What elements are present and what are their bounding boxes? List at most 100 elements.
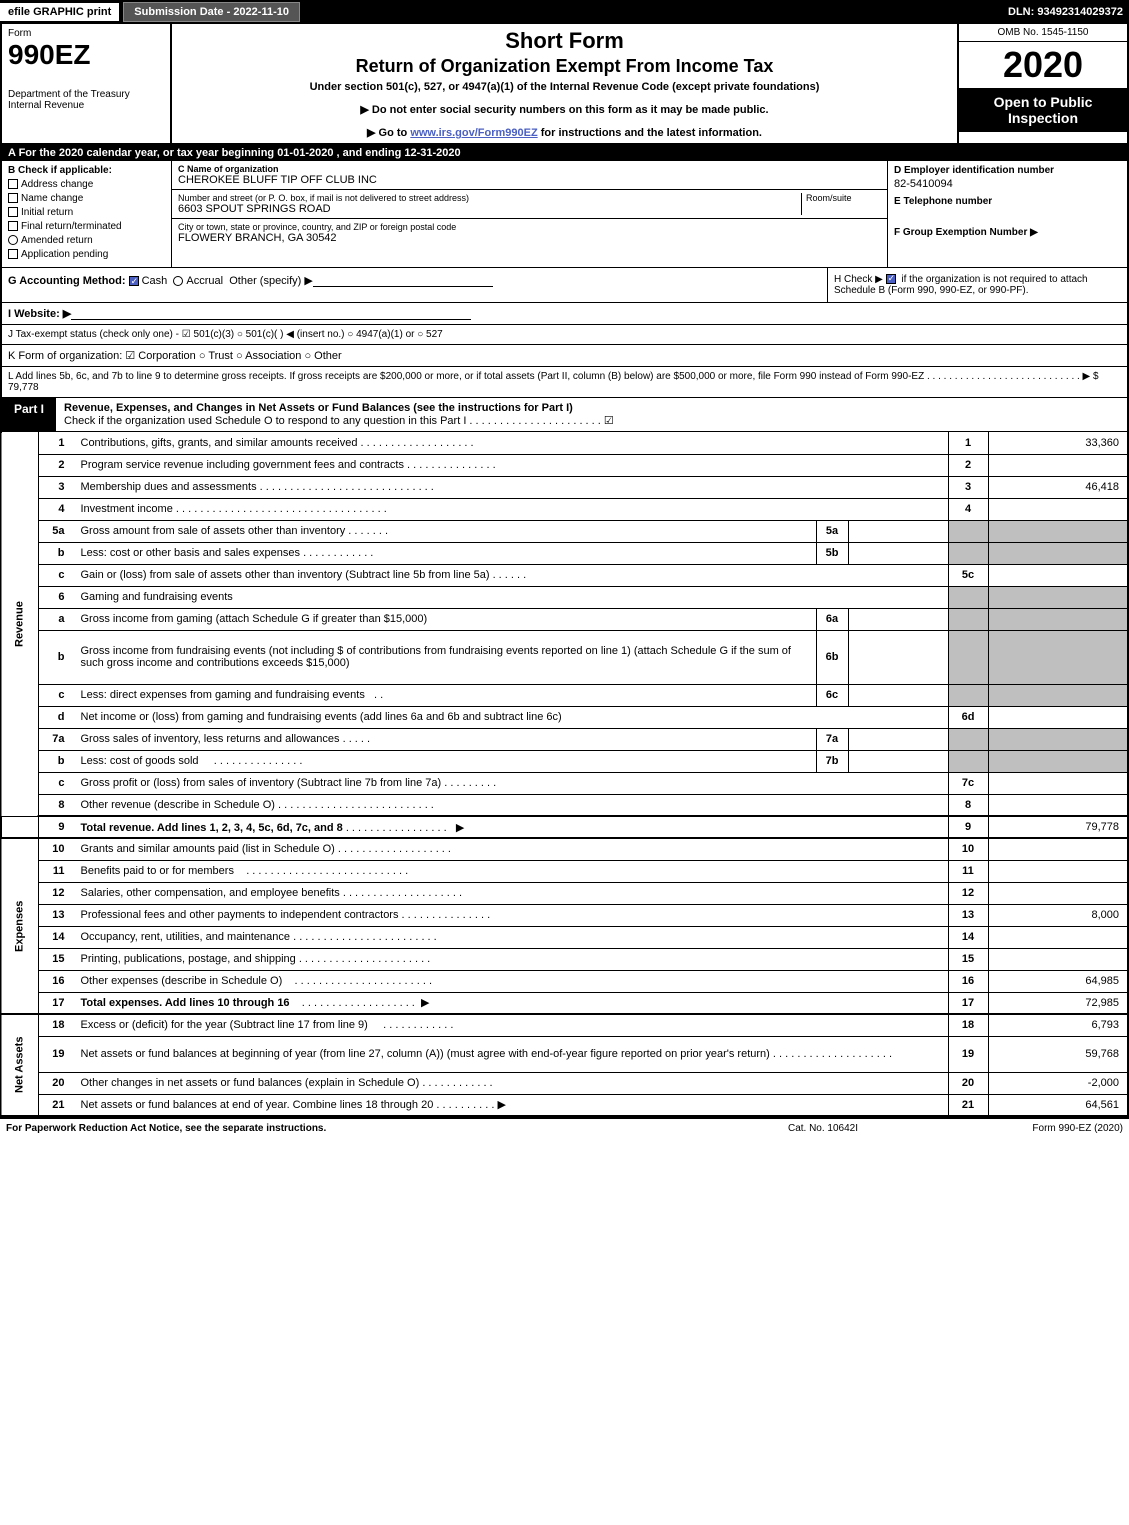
netassets-label: Net Assets: [1, 1014, 39, 1116]
section-b-c-d: B Check if applicable: Address change Na…: [0, 161, 1129, 268]
part-1-tab: Part I: [2, 398, 56, 431]
table-row: Net Assets 18 Excess or (deficit) for th…: [1, 1014, 1128, 1036]
omb-number: OMB No. 1545-1150: [959, 24, 1127, 42]
part-1-title: Revenue, Expenses, and Changes in Net As…: [56, 398, 1127, 431]
department-label: Department of the Treasury Internal Reve…: [8, 89, 164, 111]
top-bar: efile GRAPHIC print Submission Date - 20…: [0, 0, 1129, 24]
table-row: 9 Total revenue. Add lines 1, 2, 3, 4, 5…: [1, 816, 1128, 838]
checkbox-initial-return[interactable]: Initial return: [8, 207, 165, 218]
table-row: 11 Benefits paid to or for members . . .…: [1, 860, 1128, 882]
form-header: Form 990EZ Department of the Treasury In…: [0, 24, 1129, 145]
form-label: Form: [8, 28, 164, 39]
line-a: A For the 2020 calendar year, or tax yea…: [0, 145, 1129, 161]
line-k: K Form of organization: ☑ Corporation ○ …: [0, 345, 1129, 367]
instruction-2: ▶ Go to www.irs.gov/Form990EZ for instru…: [180, 126, 949, 139]
line-g: G Accounting Method: Cash Accrual Other …: [2, 268, 827, 302]
line-j: J Tax-exempt status (check only one) - ☑…: [0, 325, 1129, 345]
table-row: 6 Gaming and fundraising events: [1, 586, 1128, 608]
table-row: 16 Other expenses (describe in Schedule …: [1, 970, 1128, 992]
table-row: c Less: direct expenses from gaming and …: [1, 684, 1128, 706]
website-input[interactable]: [71, 308, 471, 320]
line-h: H Check ▶ if the organization is not req…: [827, 268, 1127, 302]
subtitle: Under section 501(c), 527, or 4947(a)(1)…: [180, 81, 949, 93]
footer-mid: Cat. No. 10642I: [723, 1123, 923, 1134]
checkbox-name-change[interactable]: Name change: [8, 193, 165, 204]
line-i: I Website: ▶: [0, 303, 1129, 325]
ein-label: D Employer identification number: [894, 165, 1121, 176]
table-row: 20 Other changes in net assets or fund b…: [1, 1072, 1128, 1094]
org-name-row: C Name of organization CHEROKEE BLUFF TI…: [172, 161, 887, 190]
table-row: c Gross profit or (loss) from sales of i…: [1, 772, 1128, 794]
table-row: 13 Professional fees and other payments …: [1, 904, 1128, 926]
checkbox-final-return[interactable]: Final return/terminated: [8, 221, 165, 232]
dln-label: DLN: 93492314029372: [1008, 6, 1129, 18]
table-row: 14 Occupancy, rent, utilities, and maint…: [1, 926, 1128, 948]
title-return: Return of Organization Exempt From Incom…: [180, 56, 949, 77]
table-row: Expenses 10 Grants and similar amounts p…: [1, 838, 1128, 860]
table-row: 4 Investment income . . . . . . . . . . …: [1, 498, 1128, 520]
header-left: Form 990EZ Department of the Treasury In…: [2, 24, 172, 143]
table-row: 8 Other revenue (describe in Schedule O)…: [1, 794, 1128, 816]
org-name: CHEROKEE BLUFF TIP OFF CLUB INC: [178, 174, 377, 186]
table-row: 7a Gross sales of inventory, less return…: [1, 728, 1128, 750]
city-row: City or town, state or province, country…: [172, 219, 887, 247]
group-label: F Group Exemption Number ▶: [894, 227, 1121, 238]
table-row: Revenue 1 Contributions, gifts, grants, …: [1, 432, 1128, 454]
table-row: b Less: cost of goods sold . . . . . . .…: [1, 750, 1128, 772]
ein: 82-5410094: [894, 178, 1121, 190]
table-row: c Gain or (loss) from sale of assets oth…: [1, 564, 1128, 586]
table-row: 5a Gross amount from sale of assets othe…: [1, 520, 1128, 542]
instr2-pre: ▶ Go to: [367, 127, 410, 139]
inspection-label: Open to Public Inspection: [959, 88, 1127, 132]
line-l-amount: 79,778: [8, 382, 39, 393]
tax-year: 2020: [959, 42, 1127, 88]
expenses-label: Expenses: [1, 838, 39, 1014]
addr: 6603 SPOUT SPRINGS ROAD: [178, 203, 801, 215]
footer-left: For Paperwork Reduction Act Notice, see …: [6, 1123, 723, 1134]
line-g-h: G Accounting Method: Cash Accrual Other …: [0, 268, 1129, 303]
city: FLOWERY BRANCH, GA 30542: [178, 232, 456, 244]
table-row: 3 Membership dues and assessments . . . …: [1, 476, 1128, 498]
form-number: 990EZ: [8, 39, 164, 71]
table-row: b Gross income from fundraising events (…: [1, 630, 1128, 684]
section-d-e-f: D Employer identification number 82-5410…: [887, 161, 1127, 267]
efile-label: efile GRAPHIC print: [0, 3, 119, 21]
addr-row: Number and street (or P. O. box, if mail…: [172, 190, 887, 219]
checkbox-address-change[interactable]: Address change: [8, 179, 165, 190]
table-row: 17 Total expenses. Add lines 10 through …: [1, 992, 1128, 1014]
page-footer: For Paperwork Reduction Act Notice, see …: [0, 1117, 1129, 1138]
header-mid: Short Form Return of Organization Exempt…: [172, 24, 957, 143]
header-right: OMB No. 1545-1150 2020 Open to Public In…: [957, 24, 1127, 143]
table-row: 12 Salaries, other compensation, and emp…: [1, 882, 1128, 904]
checkbox-application-pending[interactable]: Application pending: [8, 249, 165, 260]
table-row: 19 Net assets or fund balances at beginn…: [1, 1036, 1128, 1072]
checkbox-cash[interactable]: [129, 276, 139, 286]
submission-date: Submission Date - 2022-11-10: [123, 2, 300, 22]
table-row: 2 Program service revenue including gove…: [1, 454, 1128, 476]
checkbox-h[interactable]: [886, 274, 896, 284]
table-row: a Gross income from gaming (attach Sched…: [1, 608, 1128, 630]
table-row: 15 Printing, publications, postage, and …: [1, 948, 1128, 970]
other-input[interactable]: [313, 275, 493, 287]
section-b-title: B Check if applicable:: [8, 165, 165, 176]
title-short-form: Short Form: [180, 28, 949, 54]
addr-label: Number and street (or P. O. box, if mail…: [178, 193, 801, 203]
radio-accrual[interactable]: [173, 276, 183, 286]
irs-link[interactable]: www.irs.gov/Form990EZ: [410, 127, 537, 139]
line-l: L Add lines 5b, 6c, and 7b to line 9 to …: [0, 367, 1129, 398]
checkbox-amended-return[interactable]: Amended return: [8, 235, 165, 246]
table-row: d Net income or (loss) from gaming and f…: [1, 706, 1128, 728]
org-name-label: C Name of organization: [178, 164, 377, 174]
g-label: G Accounting Method:: [8, 275, 126, 287]
table-row: 21 Net assets or fund balances at end of…: [1, 1094, 1128, 1116]
city-label: City or town, state or province, country…: [178, 222, 456, 232]
section-b: B Check if applicable: Address change Na…: [2, 161, 172, 267]
footer-right: Form 990-EZ (2020): [923, 1123, 1123, 1134]
section-c: C Name of organization CHEROKEE BLUFF TI…: [172, 161, 887, 267]
part-1-header: Part I Revenue, Expenses, and Changes in…: [0, 398, 1129, 432]
tel-label: E Telephone number: [894, 196, 1121, 207]
table-row: b Less: cost or other basis and sales ex…: [1, 542, 1128, 564]
room-label: Room/suite: [801, 193, 881, 215]
instr2-post: for instructions and the latest informat…: [538, 127, 762, 139]
revenue-label: Revenue: [1, 432, 39, 816]
